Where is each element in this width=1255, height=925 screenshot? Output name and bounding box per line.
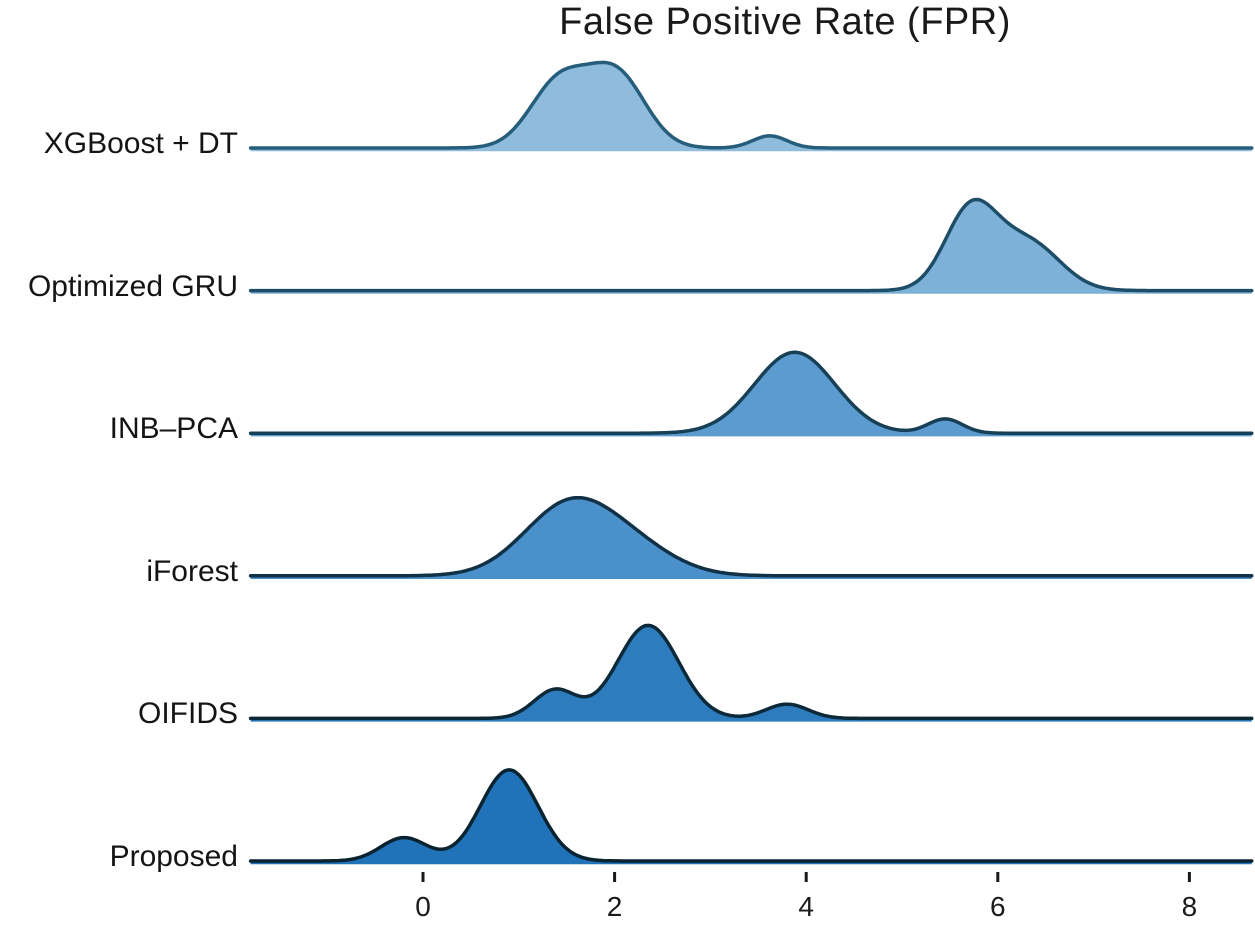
ridge-outline-4 bbox=[248, 623, 1254, 721]
x-tick-label: 0 bbox=[415, 891, 431, 922]
x-tick-label: 2 bbox=[607, 891, 623, 922]
ridge-outline-3 bbox=[248, 495, 1254, 578]
ridge-outline-0 bbox=[248, 60, 1254, 150]
x-tick-label: 4 bbox=[798, 891, 814, 922]
row-label-5: Proposed bbox=[109, 840, 238, 873]
ridge-fill-3 bbox=[250, 497, 1252, 579]
ridge-fill-4 bbox=[250, 625, 1252, 722]
x-tick-label: 8 bbox=[1182, 891, 1198, 922]
x-tick-label: 6 bbox=[990, 891, 1006, 922]
ridge-fill-1 bbox=[250, 199, 1252, 294]
ridge-outline-5 bbox=[248, 768, 1254, 863]
row-label-4: OIFIDS bbox=[137, 697, 238, 731]
ridge-outline-2 bbox=[248, 350, 1254, 435]
ridge-fill-0 bbox=[250, 62, 1252, 152]
ridge-fill-5 bbox=[250, 769, 1252, 865]
row-label-3: iForest bbox=[146, 554, 238, 588]
ridge-outline-1 bbox=[248, 197, 1254, 293]
row-label-0: XGBoost + DT bbox=[43, 127, 238, 160]
ridge-fill-2 bbox=[250, 352, 1252, 437]
row-label-1: Optimized GRU bbox=[27, 269, 238, 303]
row-label-2: INB–PCA bbox=[109, 412, 238, 446]
chart-title: False Positive Rate (FPR) bbox=[559, 1, 1011, 43]
